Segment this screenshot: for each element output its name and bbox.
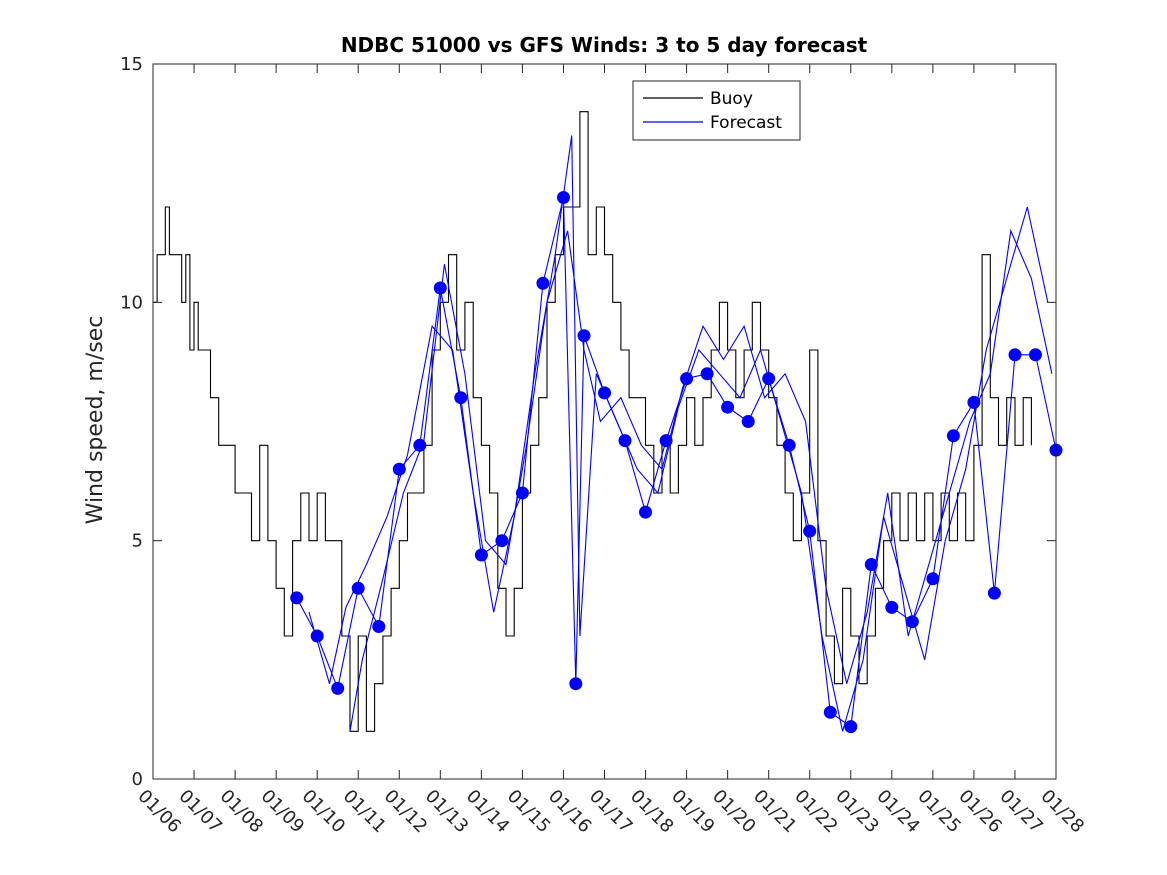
forecast-marker-21: [700, 367, 714, 381]
series-line-forecast-run-2: [308, 135, 1049, 732]
forecast-marker-29: [864, 558, 878, 571]
forecast-marker-33: [946, 429, 960, 443]
forecast-marker-3: [351, 581, 365, 595]
forecast-marker-6: [413, 438, 427, 452]
forecast-marker-25: [782, 438, 796, 452]
forecast-marker-26: [803, 524, 817, 538]
forecast-marker-34: [967, 395, 981, 409]
series-line-buoy: [153, 111, 1032, 732]
forecast-marker-23: [741, 415, 755, 428]
forecast-marker-30: [885, 600, 899, 614]
forecast-marker-2: [331, 681, 345, 695]
forecast-marker-18: [639, 505, 652, 519]
forecast-marker-8: [454, 391, 468, 405]
forecast-marker-37: [1029, 348, 1042, 362]
forecast-marker-12: [536, 276, 550, 290]
forecast-marker-22: [721, 400, 735, 414]
chart-title: NDBC 51000 vs GFS Winds: 3 to 5 day fore…: [341, 33, 868, 57]
y-tick-label-0: 0: [132, 769, 143, 790]
forecast-marker-5: [392, 462, 406, 476]
forecast-marker-16: [598, 386, 611, 400]
forecast-marker-31: [905, 615, 919, 629]
forecast-marker-0: [290, 591, 304, 605]
forecast-marker-35: [987, 586, 1001, 600]
series-layer: [153, 111, 1057, 732]
forecast-marker-9: [474, 548, 488, 562]
forecast-marker-7: [433, 281, 447, 295]
forecast-marker-28: [844, 720, 858, 734]
legend-label-buoy: Buoy: [710, 89, 753, 109]
markers-layer: [290, 191, 1063, 734]
y-tick-label-1: 5: [132, 531, 143, 552]
legend-box: [632, 80, 801, 141]
forecast-marker-15: [577, 329, 591, 343]
y-tick-label-2: 10: [120, 292, 143, 313]
forecast-marker-27: [823, 705, 837, 719]
forecast-marker-20: [680, 372, 694, 386]
forecast-marker-11: [515, 486, 529, 500]
forecast-marker-14: [569, 677, 583, 691]
forecast-marker-24: [762, 372, 776, 386]
forecast-marker-10: [495, 534, 509, 548]
y-axis-label: Wind speed, m/sec: [83, 316, 108, 525]
forecast-marker-4: [372, 620, 386, 633]
legend: Buoy Forecast: [632, 80, 801, 141]
forecast-marker-19: [659, 434, 673, 448]
series-line-forecast-run-3: [349, 228, 1053, 732]
y-tick-label-3: 15: [120, 54, 143, 75]
forecast-marker-36: [1008, 348, 1022, 362]
forecast-marker-17: [618, 434, 632, 448]
legend-label-forecast: Forecast: [710, 113, 782, 133]
forecast-marker-1: [310, 629, 324, 643]
forecast-marker-13: [557, 191, 570, 204]
forecast-marker-32: [926, 572, 940, 586]
